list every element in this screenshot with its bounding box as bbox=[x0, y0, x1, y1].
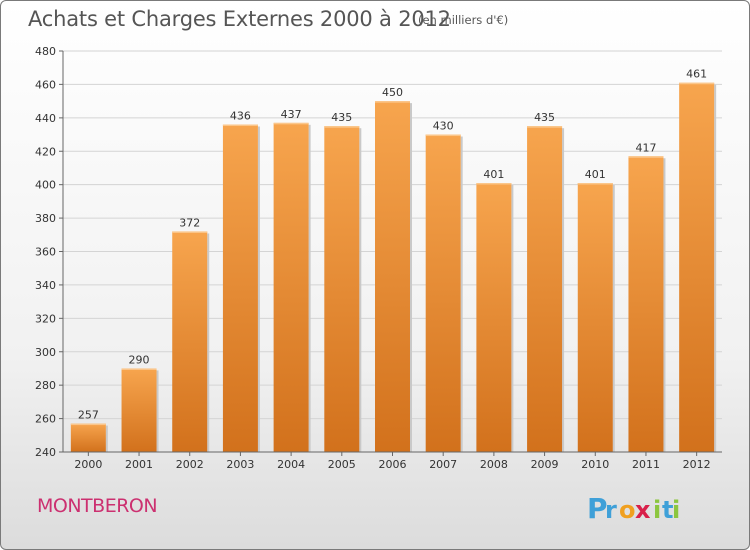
y-tick-label: 380 bbox=[35, 212, 56, 225]
bar-2012 bbox=[679, 82, 715, 452]
bar-highlight bbox=[70, 423, 106, 426]
value-label: 401 bbox=[483, 168, 504, 181]
bar-2005 bbox=[324, 126, 360, 452]
y-tick-label: 440 bbox=[35, 112, 56, 125]
x-tick-label: 2010 bbox=[581, 458, 609, 471]
bar-shadow bbox=[410, 103, 412, 452]
bar-shadow bbox=[156, 370, 159, 452]
bar-highlight bbox=[577, 182, 613, 185]
bar-2000 bbox=[70, 423, 106, 452]
logo-letter: r bbox=[605, 496, 617, 524]
bar-shadow bbox=[714, 84, 717, 452]
bar-highlight bbox=[172, 231, 208, 233]
bar-2004 bbox=[273, 122, 309, 453]
bar-shadow bbox=[257, 126, 260, 453]
bar-highlight bbox=[121, 368, 157, 370]
bar-shadow bbox=[308, 124, 311, 453]
logo-letter: t bbox=[662, 496, 673, 524]
bar-highlight bbox=[273, 122, 309, 125]
bar-2008 bbox=[476, 182, 512, 452]
value-label: 450 bbox=[382, 86, 403, 99]
y-tick-label: 360 bbox=[35, 246, 56, 259]
x-tick-label: 2004 bbox=[277, 458, 305, 471]
value-label: 436 bbox=[230, 110, 251, 123]
bar-shadow bbox=[359, 128, 362, 452]
bar-2010 bbox=[577, 182, 613, 452]
value-label: 430 bbox=[433, 120, 454, 133]
bar-highlight bbox=[628, 156, 664, 158]
bar-2011 bbox=[628, 156, 664, 452]
bar-shadow bbox=[511, 184, 514, 452]
x-tick-label: 2002 bbox=[176, 458, 204, 471]
logo-letter: i bbox=[653, 496, 661, 524]
bar-2002 bbox=[172, 231, 208, 452]
value-label: 435 bbox=[331, 111, 352, 124]
bar-highlight bbox=[324, 126, 360, 128]
proxiti-logo: Pr o x i ti bbox=[587, 492, 680, 525]
bar-shadow bbox=[562, 128, 565, 452]
logo-letter: i bbox=[672, 496, 680, 524]
bar-2007 bbox=[425, 134, 461, 452]
axes: 240 260 280 300 320 340 360 380 400 420 440 460 480 2… bbox=[35, 45, 722, 471]
town-name: MONTBERON bbox=[37, 495, 158, 517]
x-tick-label: 2003 bbox=[226, 458, 254, 471]
chart-subtitle: (en milliers d'€) bbox=[418, 13, 509, 27]
bar-2001 bbox=[121, 368, 157, 452]
y-tick-label: 400 bbox=[35, 179, 56, 192]
x-tick-label: 2001 bbox=[125, 458, 153, 471]
value-label: 401 bbox=[585, 168, 606, 181]
y-tick-label: 420 bbox=[35, 145, 56, 158]
logo-letter: o bbox=[619, 496, 636, 524]
x-tick-label: 2005 bbox=[328, 458, 356, 471]
logo-letter: P bbox=[587, 492, 608, 525]
y-tick-label: 480 bbox=[35, 45, 56, 58]
y-tick-label: 320 bbox=[35, 312, 56, 325]
value-label: 372 bbox=[179, 216, 200, 229]
bar-highlight bbox=[679, 82, 715, 85]
logo-letter: x bbox=[635, 496, 651, 524]
y-tick-label: 340 bbox=[35, 279, 56, 292]
y-tick-label: 300 bbox=[35, 346, 56, 359]
y-tick-label: 280 bbox=[35, 379, 56, 392]
bar-2009 bbox=[527, 126, 563, 452]
y-tick-label: 240 bbox=[35, 446, 56, 459]
value-label: 257 bbox=[78, 409, 99, 422]
chart-title: Achats et Charges Externes 2000 à 2012 bbox=[28, 7, 451, 31]
bar-2003 bbox=[222, 124, 258, 453]
value-labels: 257 290 372 436 437 435 450 430 401 435 401 417 461 bbox=[78, 68, 707, 422]
bar-highlight bbox=[476, 182, 512, 185]
x-tick-label: 2011 bbox=[632, 458, 660, 471]
x-tick-label: 2012 bbox=[683, 458, 711, 471]
bar-highlight bbox=[375, 101, 410, 103]
y-tick-label: 460 bbox=[35, 78, 56, 91]
x-tick-label: 2006 bbox=[379, 458, 407, 471]
x-tick-label: 2000 bbox=[74, 458, 102, 471]
value-label: 417 bbox=[635, 141, 656, 154]
bar-shadow bbox=[663, 158, 666, 452]
bar-shadow bbox=[105, 425, 108, 452]
value-label: 435 bbox=[534, 111, 555, 124]
x-tick-label: 2008 bbox=[480, 458, 508, 471]
bar-2006 bbox=[375, 101, 410, 452]
value-label: 290 bbox=[129, 353, 150, 366]
bar-shadow bbox=[207, 233, 210, 452]
bars bbox=[70, 82, 717, 453]
x-tick-label: 2007 bbox=[429, 458, 457, 471]
bar-highlight bbox=[425, 134, 461, 137]
bar-highlight bbox=[222, 124, 258, 127]
bar-highlight bbox=[527, 126, 563, 128]
x-tick-label: 2009 bbox=[531, 458, 559, 471]
y-tick-label: 260 bbox=[35, 413, 56, 426]
bar-shadow bbox=[612, 184, 615, 452]
value-label: 437 bbox=[281, 108, 302, 121]
value-label: 461 bbox=[686, 68, 707, 81]
bar-shadow bbox=[460, 136, 463, 452]
